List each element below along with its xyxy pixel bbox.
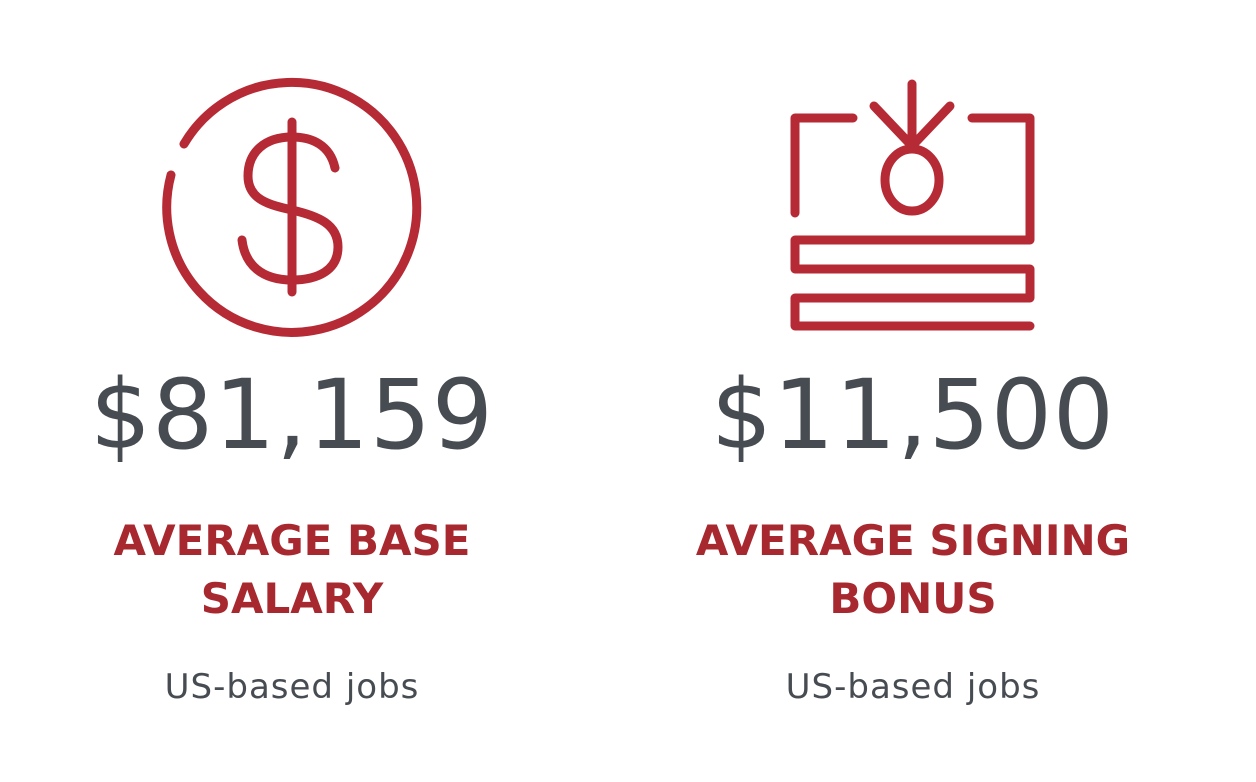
stat-subtitle: US-based jobs — [165, 667, 420, 707]
salary-card: $81,159 AVERAGE BASE SALARY US-based job… — [90, 77, 494, 707]
bonus-icon — [790, 79, 1035, 331]
stat-label: SALARY — [201, 574, 384, 623]
bonus-card: $11,500 AVERAGE SIGNING BONUS US-based j… — [696, 79, 1130, 707]
stat-subtitle: US-based jobs — [786, 667, 1041, 707]
stat-value: $11,500 — [711, 359, 1115, 471]
stat-value: $81,159 — [90, 359, 494, 471]
stat-label: AVERAGE SIGNING — [696, 516, 1130, 565]
dollar-icon — [162, 77, 422, 337]
stat-label: BONUS — [829, 574, 996, 623]
stat-label: AVERAGE BASE — [114, 516, 471, 565]
